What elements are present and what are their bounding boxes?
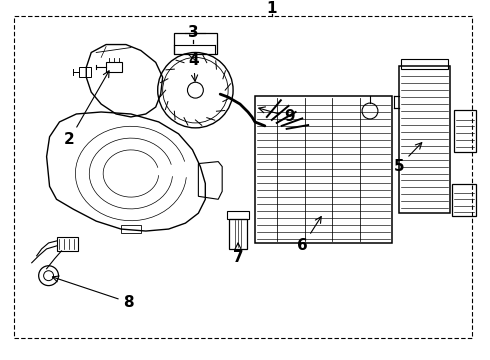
Bar (173, 33, 217, 54)
Bar (227, 211, 249, 219)
Text: 8: 8 (52, 276, 134, 310)
Bar (452, 184, 476, 216)
Bar (106, 62, 122, 72)
Bar (121, 225, 141, 233)
Bar (454, 110, 476, 152)
Text: 3: 3 (188, 24, 199, 40)
Text: 7: 7 (233, 243, 244, 265)
Text: 5: 5 (393, 143, 422, 174)
Bar (229, 219, 247, 249)
Bar (255, 96, 392, 243)
Text: 9: 9 (259, 107, 295, 125)
Bar (401, 59, 448, 69)
Text: 4: 4 (188, 53, 199, 81)
Text: 6: 6 (297, 217, 321, 253)
Bar (79, 67, 91, 77)
Bar (56, 237, 78, 251)
Text: 2: 2 (64, 71, 109, 147)
Bar (399, 66, 450, 213)
Text: 1: 1 (267, 1, 277, 16)
